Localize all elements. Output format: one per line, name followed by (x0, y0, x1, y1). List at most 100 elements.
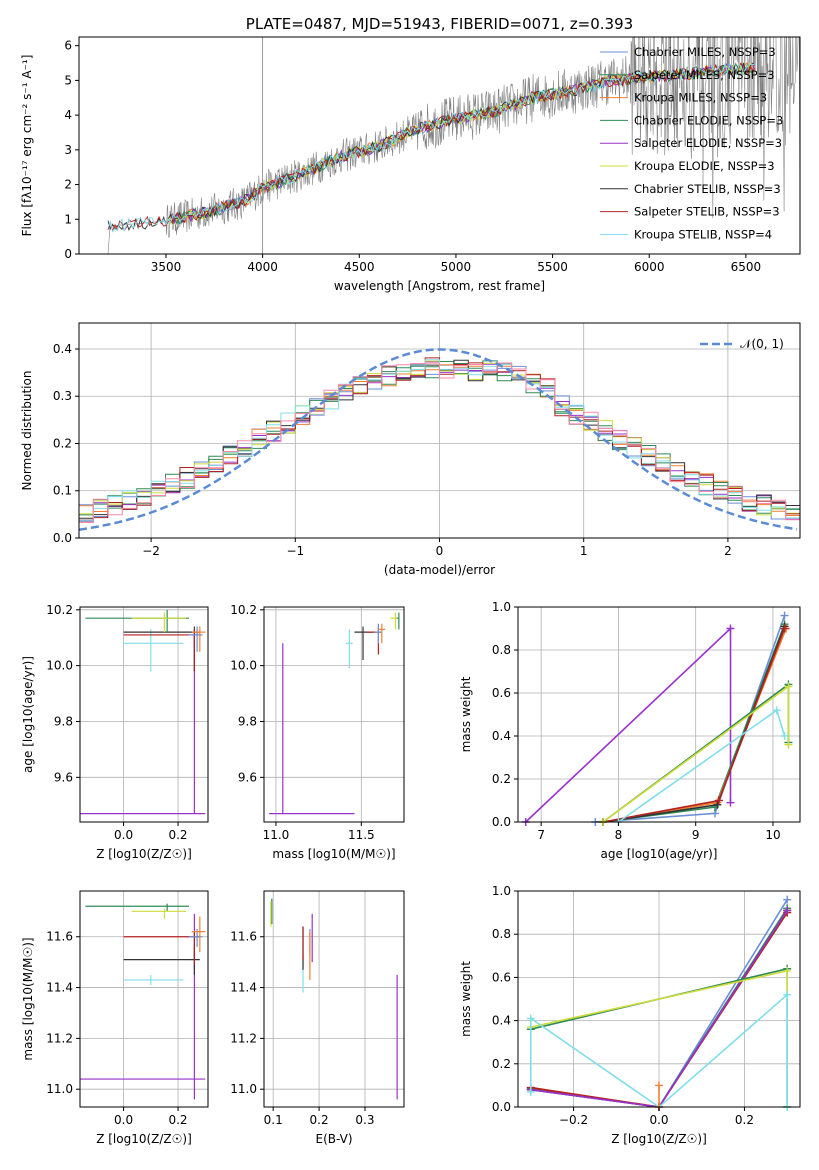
axes-frame (79, 606, 209, 823)
legend-entry: Salpeter STELIB, NSSP=3 (634, 205, 780, 219)
y-tick-label: 0.4 (492, 729, 511, 743)
x-tick-label: 0.1 (264, 1113, 283, 1127)
y-tick-label: 1.0 (492, 600, 511, 614)
x-tick-label: −0.2 (559, 1113, 588, 1127)
series-marker (726, 624, 735, 633)
data-point (390, 612, 398, 630)
y-axis-label: Flux [fλ10⁻¹⁷ erg cm⁻² s⁻¹ A⁻¹] (20, 55, 34, 237)
data-point (85, 609, 189, 633)
y-tick-label: 0.8 (492, 643, 511, 657)
data-point (85, 903, 189, 912)
series-line (525, 626, 732, 823)
axes-5: 0.0 0.2 11.0 11.2 11.4 11.6 Z [log10(Z/Z☉)] mas… (21, 890, 209, 1146)
series-marker (783, 990, 792, 999)
x-tick-label: 11.5 (348, 828, 375, 842)
legend-entry: Kroupa MILES, NSSP=3 (634, 91, 767, 105)
data-point (80, 632, 206, 815)
legend-entry: Kroupa ELODIE, NSSP=3 (634, 159, 775, 173)
y-axis-label: Normed distribution (20, 371, 34, 491)
data-point (123, 629, 184, 672)
y-tick-label: 2 (64, 178, 72, 192)
data-point (378, 623, 386, 644)
y-tick-label: 0.6 (492, 970, 511, 984)
data-point (131, 908, 187, 919)
y-tick-label: 0 (64, 247, 72, 261)
y-tick-label: 3 (64, 143, 72, 157)
data-point (123, 974, 184, 986)
series-marker (783, 906, 792, 915)
series-marker (784, 682, 793, 691)
data-point (123, 626, 200, 672)
y-tick-label: 0.0 (492, 1100, 511, 1114)
x-tick-label: 4500 (344, 260, 375, 274)
y-tick-label: 0.1 (53, 484, 72, 498)
spectrum-legend: Chabrier MILES, NSSP=3 Salpeter MILES, NS… (600, 45, 783, 241)
series-marker (780, 611, 789, 620)
series-line (602, 628, 787, 823)
series-marker (772, 706, 781, 715)
legend-entry: Chabrier MILES, NSSP=3 (634, 45, 776, 59)
axes-frame (79, 890, 209, 1108)
y-axis-label: age [log10(age/yr)] (21, 656, 35, 773)
axes-frame (78, 36, 801, 255)
series-marker (714, 796, 723, 805)
x-tick-label: 3500 (151, 260, 182, 274)
axes-frame (263, 606, 405, 823)
legend-entry: Salpeter MILES, NSSP=3 (634, 68, 775, 82)
series-marker (780, 624, 789, 633)
x-tick-label: 1 (580, 544, 588, 558)
model-spectrum (107, 62, 756, 233)
x-axis-label: Z [log10(Z/Z☉)] (611, 1132, 707, 1146)
axes-1: 𝒩(0, 1) −2 −1 0 1 2 0.0 0.1 0.2 0.3 0.4 (data-model… (20, 322, 801, 577)
axes-3: 11.0 11.5 9.6 9.8 10.0 10.2 mass [log10(M/M☉)] (230, 603, 405, 861)
y-axis-label: mass [log10(M/M☉)] (21, 937, 35, 1060)
x-tick-label: 0.2 (310, 1113, 329, 1127)
y-tick-label: 9.8 (54, 714, 73, 728)
series-marker (526, 1014, 535, 1023)
x-tick-label: 0.2 (168, 828, 187, 842)
y-tick-label: 0.2 (492, 1057, 511, 1071)
y-tick-label: 4 (64, 108, 72, 122)
y-tick-label: 11.6 (46, 930, 73, 944)
x-tick-label: 4000 (247, 260, 278, 274)
series-marker (726, 798, 735, 807)
y-tick-label: 0.2 (492, 772, 511, 786)
x-tick-label: 0.3 (355, 1113, 374, 1127)
series-marker (784, 740, 793, 749)
data-point (188, 626, 203, 652)
x-axis-label: age [log10(age/yr)] (601, 847, 718, 861)
y-tick-label: 10.2 (230, 603, 257, 617)
series-line (595, 615, 786, 823)
y-tick-label: 9.6 (238, 770, 257, 784)
x-tick-label: 11.0 (263, 828, 290, 842)
x-axis-label: wavelength [Angstrom, rest frame] (334, 279, 545, 293)
data-point (191, 916, 206, 952)
y-tick-label: 11.2 (46, 1031, 73, 1045)
y-tick-label: 11.2 (230, 1031, 257, 1045)
chart-title: PLATE=0487, MJD=51943, FIBERID=0071, z=0… (246, 15, 633, 33)
y-tick-label: 0.0 (53, 531, 72, 545)
y-tick-label: 11.4 (46, 981, 73, 995)
x-tick-label: −1 (286, 544, 304, 558)
series-marker (783, 966, 792, 975)
gaussian-curve (78, 348, 798, 531)
x-tick-label: 5000 (441, 260, 472, 274)
y-tick-label: 0.4 (53, 342, 72, 356)
data-point (269, 643, 355, 815)
axes-0: Chabrier MILES, NSSP=3 Salpeter MILES, NS… (20, 15, 801, 293)
legend-entry: Chabrier STELIB, NSSP=3 (634, 182, 781, 196)
x-tick-label: 10 (765, 828, 780, 842)
axes-2: 0.0 0.2 9.6 9.8 10.0 10.2 Z [log10(Z/Z☉)] age [… (21, 603, 209, 861)
y-tick-label: 11.0 (230, 1082, 257, 1096)
x-axis-label: (data-model)/error (384, 563, 495, 577)
axes-7: −0.2 0.0 0.2 0.0 0.2 0.4 0.6 0.8 1.0 Z [log10(Z/Z… (459, 884, 801, 1146)
series-line (602, 628, 786, 823)
data-point (123, 629, 200, 672)
data-point (123, 944, 200, 975)
x-axis-label: E(B-V) (315, 1132, 352, 1146)
x-tick-label: 8 (615, 828, 623, 842)
axes-frame (517, 606, 801, 823)
axes-6: 0.1 0.2 0.3 11.0 11.2 11.4 11.6 E(B-V) (230, 890, 405, 1146)
legend-entry: Chabrier ELODIE, NSSP=3 (634, 113, 783, 127)
